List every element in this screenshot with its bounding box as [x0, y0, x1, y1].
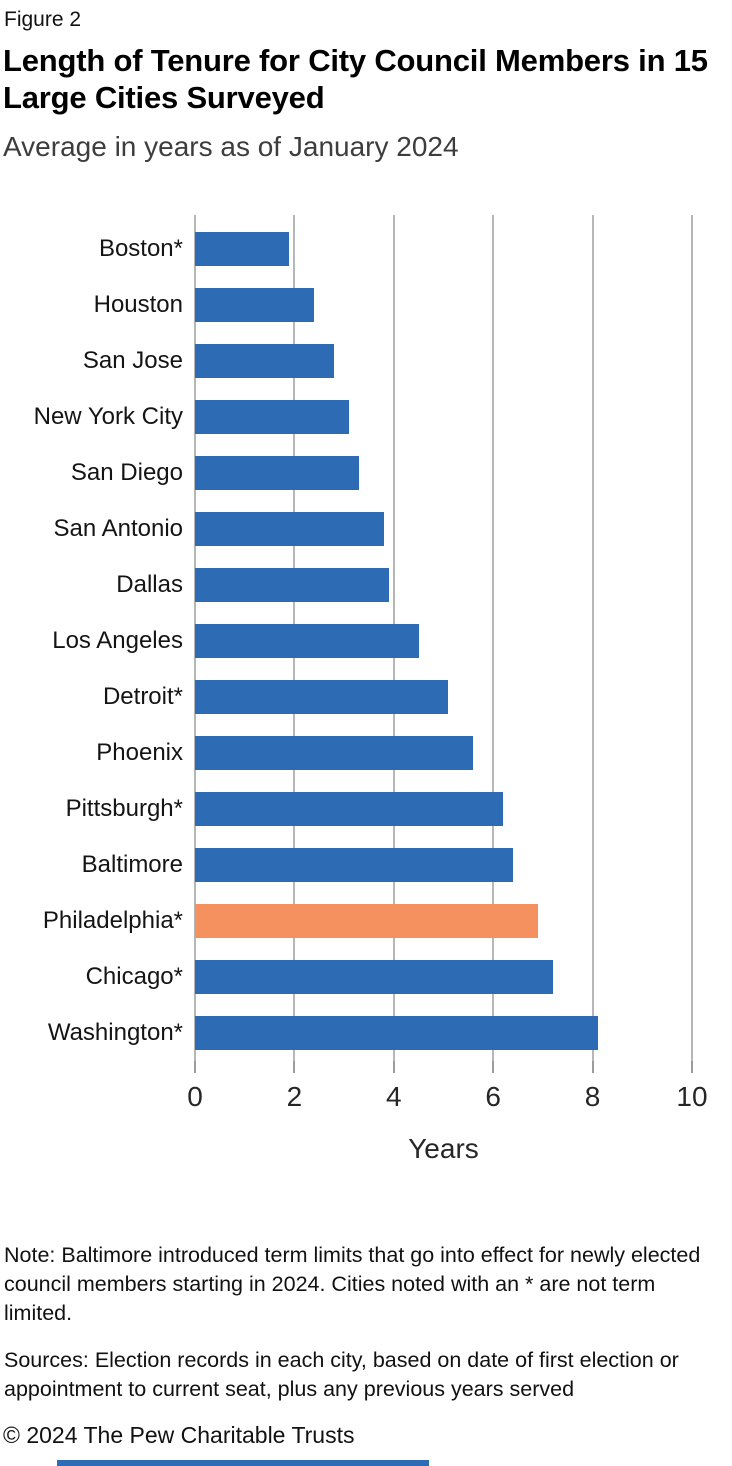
bar [195, 624, 419, 659]
chart-row: San Antonio [0, 501, 732, 557]
bar-track [195, 568, 692, 603]
bar-chart: Boston* Houston San Jose New York City San D… [0, 215, 732, 1072]
bar [195, 568, 389, 603]
bar-track [195, 288, 692, 323]
chart-rows: Boston* Houston San Jose New York City San D… [0, 221, 732, 1061]
chart-row: Washington* [0, 1005, 732, 1061]
bar-track [195, 1016, 692, 1051]
chart-title: Length of Tenure for City Council Member… [3, 43, 708, 116]
bar [195, 1016, 598, 1051]
bar-track [195, 232, 692, 267]
copyright-text: © 2024 The Pew Charitable Trusts [3, 1422, 355, 1449]
bar-track [195, 904, 692, 939]
bar-track [195, 736, 692, 771]
x-axis-ticks [194, 1061, 693, 1074]
bar [195, 904, 538, 939]
chart-row: Chicago* [0, 949, 732, 1005]
bar [195, 512, 384, 547]
gridline [591, 215, 594, 1072]
category-label: Baltimore [81, 851, 183, 879]
category-label: New York City [33, 403, 183, 431]
bar-track [195, 848, 692, 883]
axis-tick-label: 6 [485, 1081, 501, 1113]
x-axis-title: Years [408, 1133, 479, 1165]
chart-row: New York City [0, 389, 732, 445]
bar [195, 680, 449, 715]
chart-row: San Jose [0, 333, 732, 389]
axis-tick [392, 1061, 395, 1074]
category-label: Chicago* [85, 963, 183, 991]
bar-track [195, 400, 692, 435]
axis-tick [194, 1061, 196, 1074]
bar-track [195, 344, 692, 379]
note-text: Note: Baltimore introduced term limits t… [4, 1243, 701, 1325]
axis-tick [591, 1061, 594, 1074]
category-label: San Antonio [53, 515, 183, 543]
category-label: Phoenix [96, 739, 183, 767]
chart-row: Baltimore [0, 837, 732, 893]
bar-track [195, 624, 692, 659]
axis-tick [691, 1061, 693, 1074]
category-label: Detroit* [102, 683, 183, 711]
bar [195, 848, 514, 883]
chart-row: Pittsburgh* [0, 781, 732, 837]
chart-row: Dallas [0, 557, 732, 613]
chart-row: Houston [0, 277, 732, 333]
category-label: Dallas [116, 571, 183, 599]
bar [195, 456, 359, 491]
chart-row: Boston* [0, 221, 732, 277]
bar [195, 960, 553, 995]
category-label: San Diego [70, 459, 183, 487]
bar [195, 400, 350, 435]
x-axis-tick-labels: 0 2 4 6 8 10 [187, 1081, 707, 1117]
chart-row: Los Angeles [0, 613, 732, 669]
chart-row: Detroit* [0, 669, 732, 725]
figure-label: Figure 2 [4, 8, 82, 31]
bar [195, 736, 474, 771]
chart-subtitle: Average in years as of January 2024 [3, 131, 459, 163]
chart-row: San Diego [0, 445, 732, 501]
category-label: Houston [93, 291, 183, 319]
bar [195, 232, 290, 267]
cropped-footer-bar [57, 1460, 429, 1466]
sources-text: Sources: Election records in each city, … [4, 1348, 679, 1401]
bar-track [195, 456, 692, 491]
axis-tick-label: 8 [584, 1081, 601, 1113]
category-label: Washington* [47, 1019, 183, 1047]
category-label: Boston* [98, 235, 183, 263]
chart-row: Phoenix [0, 725, 732, 781]
axis-tick [492, 1061, 495, 1074]
category-label: Pittsburgh* [65, 795, 183, 823]
chart-row: Philadelphia* [0, 893, 732, 949]
gridline [691, 215, 693, 1072]
axis-tick-label: 4 [386, 1081, 402, 1113]
category-label: Philadelphia* [42, 907, 183, 935]
footnotes: Note: Baltimore introduced term limits t… [0, 1241, 710, 1403]
bar [195, 792, 504, 827]
axis-tick-label: 10 [676, 1081, 708, 1113]
bar [195, 344, 335, 379]
category-label: San Jose [82, 347, 183, 375]
bar [195, 288, 315, 323]
bar-track [195, 792, 692, 827]
axis-tick-label: 0 [187, 1081, 203, 1113]
category-label: Los Angeles [52, 627, 183, 655]
axis-tick [293, 1061, 296, 1074]
bar-track [195, 960, 692, 995]
gridline [492, 215, 495, 1072]
bar-track [195, 512, 692, 547]
axis-tick-label: 2 [286, 1081, 303, 1113]
bar-track [195, 680, 692, 715]
